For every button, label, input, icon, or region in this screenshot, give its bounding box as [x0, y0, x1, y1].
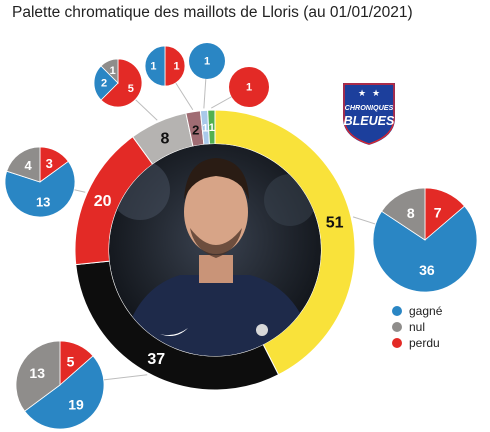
logo-text-bottom: BLEUES: [344, 114, 395, 128]
breakdown-value-label: 2: [101, 78, 107, 90]
legend-swatch: [392, 306, 402, 316]
breakdown-pie-rouge: 3 13 4: [4, 146, 76, 218]
breakdown-slice-nul: [15, 340, 61, 412]
breakdown-pie-bleu-clair: 1: [189, 43, 225, 79]
legend-label: nul: [409, 320, 426, 334]
goalkeeper-photo: [109, 144, 321, 356]
breakdown-value-label: 1: [246, 82, 252, 94]
breakdown-value-label: 5: [67, 353, 75, 369]
main-donut: 51 37 20 8 2 1 1: [74, 109, 356, 391]
breakdown-value-label: 8: [407, 205, 415, 221]
chroniques-bleues-logo: ★ ★ CHRONIQUES BLEUES: [340, 78, 398, 148]
breakdown-value-label: 36: [419, 262, 435, 278]
breakdown-pie-jaune: 7 36 8: [372, 187, 478, 293]
donut-value-label: 1: [209, 122, 215, 134]
legend-label: perdu: [409, 336, 440, 350]
breakdown-slice-gagné: [144, 45, 166, 87]
legend-label: gagné: [409, 304, 443, 318]
breakdown-pie-rose: 11: [144, 45, 186, 87]
breakdown-value-label: 1: [174, 61, 180, 73]
breakdown-slice-gagné: [93, 65, 119, 101]
legend-swatch: [392, 338, 402, 348]
logo-text-top: CHRONIQUES: [345, 103, 394, 112]
breakdown-slice-gagné: [4, 160, 76, 218]
breakdown-value-label: 7: [434, 204, 442, 220]
breakdown-pie-vert: 1: [229, 67, 269, 107]
breakdown-value-label: 1: [110, 65, 116, 77]
donut-value-label: 2: [192, 123, 199, 138]
breakdown-slice-nul: [100, 58, 119, 84]
breakdown-value-label: 5: [128, 83, 134, 95]
breakdown-pie-noir: 5 19 13: [15, 340, 105, 430]
donut-value-label: 37: [147, 351, 165, 368]
breakdown-slice-gagné: [24, 355, 105, 430]
svg-text:★: ★: [372, 89, 380, 99]
legend-item-nul: nul: [392, 319, 442, 335]
breakdown-slice-gagné: [372, 205, 478, 293]
breakdown-slice-nul: [6, 146, 41, 183]
breakdown-slice-perdu: [229, 67, 269, 107]
legend-item-gagne: gagné: [392, 303, 442, 319]
chart-title: Palette chromatique des maillots de Llor…: [12, 4, 413, 21]
breakdown-value-label: 19: [68, 397, 84, 413]
legend-swatch: [392, 322, 402, 332]
breakdown-slice-perdu: [100, 58, 143, 108]
breakdown-value-label: 4: [24, 158, 32, 173]
donut-value-label: 20: [94, 193, 112, 210]
breakdown-slice-nul: [381, 187, 426, 241]
donut-value-label: 8: [161, 131, 170, 148]
breakdown-value-label: 13: [36, 194, 50, 209]
breakdown-pie-gris: 5 21: [93, 58, 143, 108]
legend-item-perdu: perdu: [392, 335, 442, 351]
legend: gagné nul perdu: [392, 303, 442, 351]
breakdown-value-label: 3: [46, 156, 53, 171]
donut-value-label: 1: [202, 122, 208, 134]
donut-value-label: 51: [326, 214, 344, 231]
breakdown-value-label: 1: [204, 56, 210, 68]
breakdown-slice-perdu: [164, 45, 186, 87]
breakdown-value-label: 13: [29, 365, 45, 381]
svg-text:★: ★: [358, 89, 366, 99]
breakdown-value-label: 1: [150, 61, 156, 73]
breakdown-slice-gagné: [189, 43, 225, 79]
